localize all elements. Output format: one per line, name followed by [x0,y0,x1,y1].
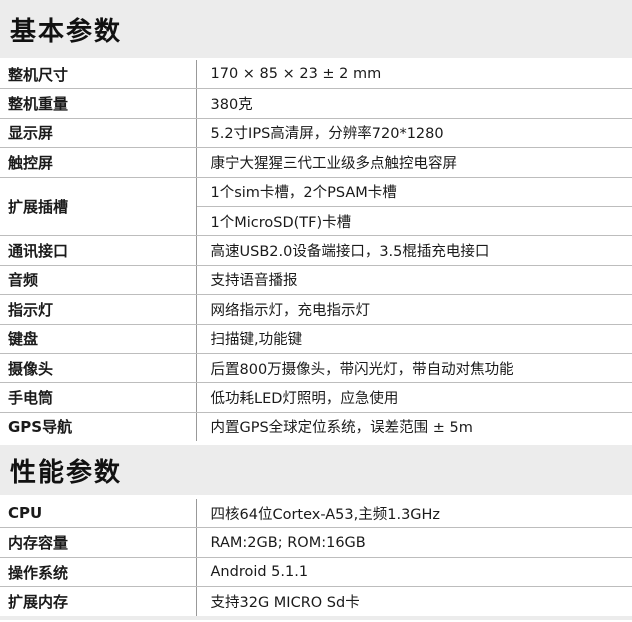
spec-value: 1个MicroSD(TF)卡槽 [196,206,632,237]
spec-value: 内置GPS全球定位系统，误差范围 ± 5m [210,420,473,437]
spec-value: 网络指示灯，充电指示灯 [196,294,632,325]
spec-value: 康宁大猩猩三代工业级多点触控电容屏 [196,147,632,178]
spec-label: 整机尺寸 [0,60,197,90]
table-row: 手电筒 低功耗LED灯照明，应急使用 [0,382,632,413]
performance-params-table: CPU 四核64位Cortex-A53,主频1.3GHz 内存容量 RAM:2GB; … [0,499,632,616]
table-row: 显示屏 5.2寸IPS高清屏，分辨率720*1280 [0,118,632,149]
spec-value: Android 5.1.1 [196,557,632,588]
spec-label: 显示屏 [0,118,197,149]
spec-label: 指示灯 [0,294,197,325]
spec-value: 扫描键,功能键 [196,324,632,354]
spec-value: 支持32G MICRO Sd卡 [210,594,360,611]
table-row: 1个MicroSD(TF)卡槽 [0,206,632,237]
spec-value: 后置800万摄像头，带闪光灯，带自动对焦功能 [196,353,632,384]
table-row: GPS导航 内置GPS全球定位系统，误差范围 ± 5m [0,412,632,442]
spec-value: 5.2寸IPS高清屏，分辨率720*1280 [196,118,632,149]
spec-value: 1个sim卡槽，2个PSAM卡槽 [196,177,632,207]
spec-label: 扩展内存 [0,586,197,616]
spec-label: GPS导航 [0,412,197,442]
table-row: 扩展插槽 1个sim卡槽，2个PSAM卡槽 [0,177,632,237]
table-row: 指示灯 网络指示灯，充电指示灯 [0,294,632,325]
spec-value: 高速USB2.0设备端接口，3.5棍插充电接口 [196,235,632,266]
table-row: 扩展内存 支持32G MICRO Sd卡 [0,586,632,616]
spec-value: 170 × 85 × 23 ± 2 mm [196,60,632,90]
table-row: 触控屏 康宁大猩猩三代工业级多点触控电容屏 [0,147,632,178]
table-row: 整机重量 380克 [0,88,632,119]
table-row: 通讯接口 高速USB2.0设备端接口，3.5棍插充电接口 [0,235,632,266]
table-row: 内存容量 RAM:2GB; ROM:16GB [0,527,632,558]
table-row: CPU 四核64位Cortex-A53,主频1.3GHz [0,499,632,529]
spec-label: 手电筒 [0,382,197,413]
spec-value: 支持语音播报 [196,265,632,296]
spec-label: 触控屏 [0,147,197,178]
spec-label: 通讯接口 [0,235,197,266]
section-title-performance: 性能参数 [0,445,632,496]
spec-label: CPU [0,499,197,529]
table-row: 整机尺寸 170 × 85 × 23 ± 2 mm [0,60,632,90]
section-title-basic: 基本参数 [0,0,632,58]
table-row: 摄像头 后置800万摄像头，带闪光灯，带自动对焦功能 [0,353,632,384]
spec-value: 低功耗LED灯照明，应急使用 [196,382,632,413]
spec-label: 操作系统 [0,557,197,588]
spec-value: RAM:2GB; ROM:16GB [196,527,632,558]
spec-value: 四核64位Cortex-A53,主频1.3GHz [196,499,632,529]
spec-label: 摄像头 [0,353,197,384]
spec-label: 内存容量 [0,527,197,558]
spec-value: 380克 [196,88,632,119]
spec-label: 扩展插槽 [0,177,197,237]
basic-params-table: 整机尺寸 170 × 85 × 23 ± 2 mm 整机重量 380克 显示屏 5.2寸I… [0,60,632,442]
spec-label: 整机重量 [0,88,197,119]
table-row: 操作系统 Android 5.1.1 [0,557,632,588]
spec-label: 音频 [0,265,197,296]
table-row: 音频 支持语音播报 [0,265,632,296]
table-row: 键盘 扫描键,功能键 [0,324,632,354]
spec-label: 键盘 [0,324,197,354]
footer-band [0,615,632,620]
